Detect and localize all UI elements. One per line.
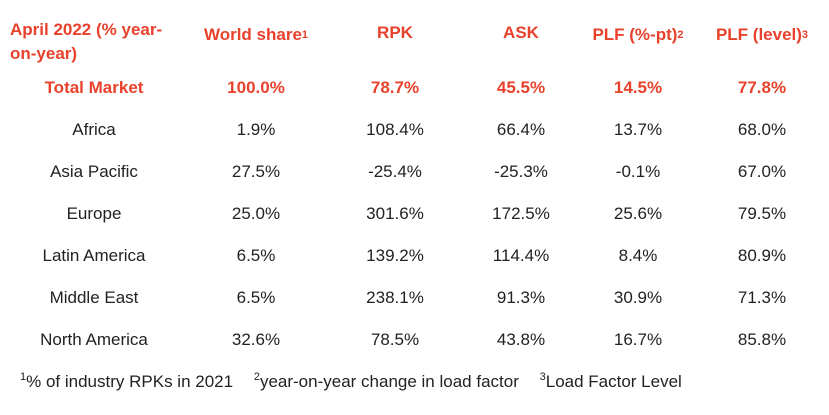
- plf-pt-cell: 8.4%: [618, 246, 658, 265]
- rpk-cell: 238.1%: [366, 288, 424, 307]
- header-label: ASK: [503, 23, 539, 42]
- ask-cell: 91.3%: [496, 288, 546, 307]
- footnote: 1% of industry RPKs in 2021: [20, 371, 234, 392]
- region-cell: Latin America: [42, 246, 146, 265]
- table-row: North America 32.6% 78.5% 43.8% 16.7% 85…: [0, 319, 829, 361]
- world-share-cell: 6.5%: [236, 288, 276, 307]
- header-label: World share: [203, 25, 302, 44]
- footnote-text: % of industry RPKs in 2021: [26, 372, 234, 391]
- ask-cell: 43.8%: [496, 330, 546, 349]
- footnote-sup: 2: [253, 371, 260, 383]
- table-header-row: April 2022 (% year-on-year) World share 1…: [0, 9, 829, 65]
- footnote: 3Load Factor Level: [539, 371, 682, 392]
- region-cell: Africa: [72, 120, 116, 139]
- plf-pt-cell: 25.6%: [613, 204, 663, 223]
- header-world-share: World share 1: [203, 25, 309, 44]
- rpk-cell: 78.7%: [370, 78, 420, 97]
- world-share-cell: 27.5%: [231, 162, 281, 181]
- header-label: PLF (%-pt): [592, 25, 678, 44]
- plf-level-cell: 67.0%: [737, 162, 787, 181]
- footnotes: 1% of industry RPKs in 2021 2year-on-yea…: [20, 372, 698, 392]
- plf-level-cell: 68.0%: [737, 120, 787, 139]
- header-label: RPK: [377, 23, 413, 42]
- plf-level-cell: 79.5%: [737, 204, 787, 223]
- ask-cell: 114.4%: [492, 246, 550, 265]
- header-ask: ASK: [466, 9, 576, 57]
- table-row: Middle East 6.5% 238.1% 91.3% 30.9% 71.3…: [0, 277, 829, 319]
- rpk-cell: -25.4%: [368, 162, 422, 181]
- footnote-text: Load Factor Level: [545, 372, 682, 391]
- header-plf-pt: PLF (%-pt) 2: [592, 25, 684, 44]
- world-share-cell: 100.0%: [227, 78, 285, 97]
- rpk-cell: 78.5%: [370, 330, 420, 349]
- region-cell: Europe: [66, 204, 122, 223]
- plf-pt-cell: 13.7%: [613, 120, 663, 139]
- header-label: PLF (level): [715, 25, 802, 44]
- header-plf-level: PLF (level) 3: [715, 25, 809, 44]
- table-row: Latin America 6.5% 139.2% 114.4% 8.4% 80…: [0, 235, 829, 277]
- region-cell: Total Market: [44, 78, 144, 97]
- plf-level-cell: 85.8%: [737, 330, 787, 349]
- plf-level-cell: 77.8%: [737, 78, 787, 97]
- table-row-total-market: Total Market 100.0% 78.7% 45.5% 14.5% 77…: [0, 67, 829, 109]
- world-share-cell: 1.9%: [236, 120, 276, 139]
- world-share-cell: 25.0%: [231, 204, 281, 223]
- header-rpk: RPK: [324, 9, 466, 57]
- region-cell: Asia Pacific: [50, 162, 138, 181]
- ask-cell: 66.4%: [496, 120, 546, 139]
- rpk-cell: 108.4%: [366, 120, 424, 139]
- rpk-cell: 139.2%: [366, 246, 424, 265]
- ask-cell: 45.5%: [496, 78, 546, 97]
- plf-pt-cell: 14.5%: [613, 78, 663, 97]
- footnote-sup: 1: [20, 371, 27, 383]
- world-share-cell: 32.6%: [231, 330, 281, 349]
- footnote-sup: 3: [539, 371, 546, 383]
- plf-pt-cell: -0.1%: [615, 162, 661, 181]
- rpk-cell: 301.6%: [366, 204, 424, 223]
- plf-pt-cell: 30.9%: [613, 288, 663, 307]
- region-cell: Middle East: [49, 288, 139, 307]
- table-row: Africa 1.9% 108.4% 66.4% 13.7% 68.0%: [0, 109, 829, 151]
- plf-level-cell: 80.9%: [737, 246, 787, 265]
- footnote-text: year-on-year change in load factor: [259, 372, 519, 391]
- table-row: Asia Pacific 27.5% -25.4% -25.3% -0.1% 6…: [0, 151, 829, 193]
- ask-cell: 172.5%: [492, 204, 550, 223]
- world-share-cell: 6.5%: [236, 246, 276, 265]
- header-title: April 2022 (% year-on-year): [10, 20, 163, 63]
- plf-level-cell: 71.3%: [737, 288, 787, 307]
- plf-pt-cell: 16.7%: [613, 330, 663, 349]
- footnote: 2year-on-year change in load factor: [253, 371, 519, 392]
- ask-cell: -25.3%: [494, 162, 548, 181]
- table-row: Europe 25.0% 301.6% 172.5% 25.6% 79.5%: [0, 193, 829, 235]
- region-cell: North America: [40, 330, 148, 349]
